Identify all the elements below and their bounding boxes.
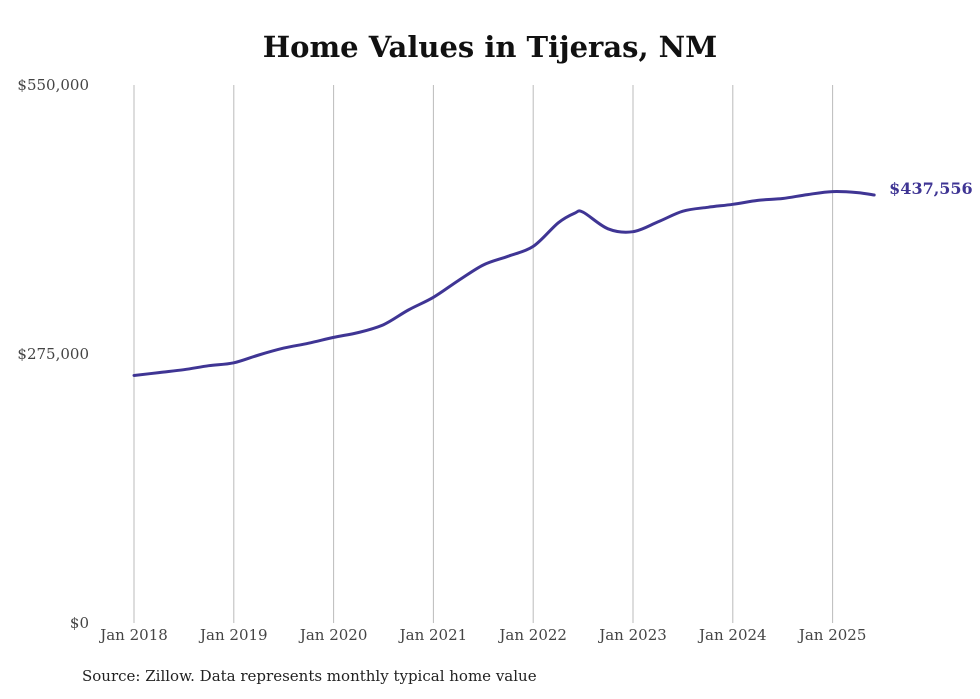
x-tick-label: Jan 2023 xyxy=(597,626,667,644)
x-tick-label: Jan 2019 xyxy=(198,626,268,644)
chart-title: Home Values in Tijeras, NM xyxy=(262,30,718,64)
end-value-label: $437,556 xyxy=(889,179,973,198)
x-tick-label: Jan 2018 xyxy=(98,626,168,644)
x-tick-label: Jan 2022 xyxy=(497,626,567,644)
source-note: Source: Zillow. Data represents monthly … xyxy=(82,667,537,685)
x-axis-ticks: Jan 2018 Jan 2019 Jan 2020 Jan 2021 Jan 2022… xyxy=(98,626,866,644)
series-line xyxy=(132,190,876,377)
y-tick-label: $0 xyxy=(70,614,89,632)
x-tick-label: Jan 2024 xyxy=(697,626,767,644)
y-tick-label: $275,000 xyxy=(17,345,89,363)
x-tick-label: Jan 2020 xyxy=(298,626,368,644)
x-tick-label: Jan 2025 xyxy=(797,626,867,644)
gridlines xyxy=(133,85,834,623)
y-axis-ticks: $0 $275,000 $550,000 xyxy=(17,76,89,632)
y-tick-label: $550,000 xyxy=(17,76,89,94)
x-tick-label: Jan 2021 xyxy=(398,626,468,644)
series-layer xyxy=(132,190,876,377)
